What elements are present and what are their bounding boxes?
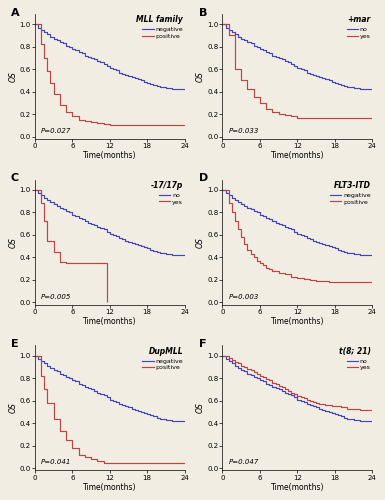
Text: P=0.027: P=0.027 xyxy=(41,128,71,134)
Y-axis label: OS: OS xyxy=(196,237,205,248)
Legend: no, yes: no, yes xyxy=(346,27,371,39)
Text: FLT3-ITD: FLT3-ITD xyxy=(334,181,371,190)
Text: t(8; 21): t(8; 21) xyxy=(339,346,371,356)
X-axis label: Time(months): Time(months) xyxy=(83,151,137,160)
Text: P=0.005: P=0.005 xyxy=(41,294,71,300)
Text: -17/17p: -17/17p xyxy=(151,181,183,190)
Y-axis label: OS: OS xyxy=(8,71,17,82)
Y-axis label: OS: OS xyxy=(8,237,17,248)
X-axis label: Time(months): Time(months) xyxy=(271,151,324,160)
Text: +mar: +mar xyxy=(348,15,371,24)
Text: P=0.003: P=0.003 xyxy=(228,294,259,300)
Text: F: F xyxy=(199,339,206,349)
Text: C: C xyxy=(11,174,19,184)
X-axis label: Time(months): Time(months) xyxy=(83,317,137,326)
Text: MLL family: MLL family xyxy=(136,15,183,24)
Legend: negative, positive: negative, positive xyxy=(330,193,371,204)
Text: P=0.033: P=0.033 xyxy=(228,128,259,134)
Legend: no, yes: no, yes xyxy=(346,358,371,370)
X-axis label: Time(months): Time(months) xyxy=(271,482,324,492)
Text: A: A xyxy=(11,8,20,18)
Text: D: D xyxy=(199,174,208,184)
Text: DupMLL: DupMLL xyxy=(149,346,183,356)
X-axis label: Time(months): Time(months) xyxy=(271,317,324,326)
Y-axis label: OS: OS xyxy=(196,402,205,413)
Text: E: E xyxy=(11,339,18,349)
X-axis label: Time(months): Time(months) xyxy=(83,482,137,492)
Legend: negative, positive: negative, positive xyxy=(142,358,183,370)
Text: P=0.041: P=0.041 xyxy=(41,460,71,466)
Y-axis label: OS: OS xyxy=(196,71,205,82)
Legend: negative, positive: negative, positive xyxy=(142,27,183,39)
Text: P=0.047: P=0.047 xyxy=(228,460,259,466)
Y-axis label: OS: OS xyxy=(8,402,17,413)
Text: B: B xyxy=(199,8,207,18)
Legend: no, yes: no, yes xyxy=(159,193,183,204)
